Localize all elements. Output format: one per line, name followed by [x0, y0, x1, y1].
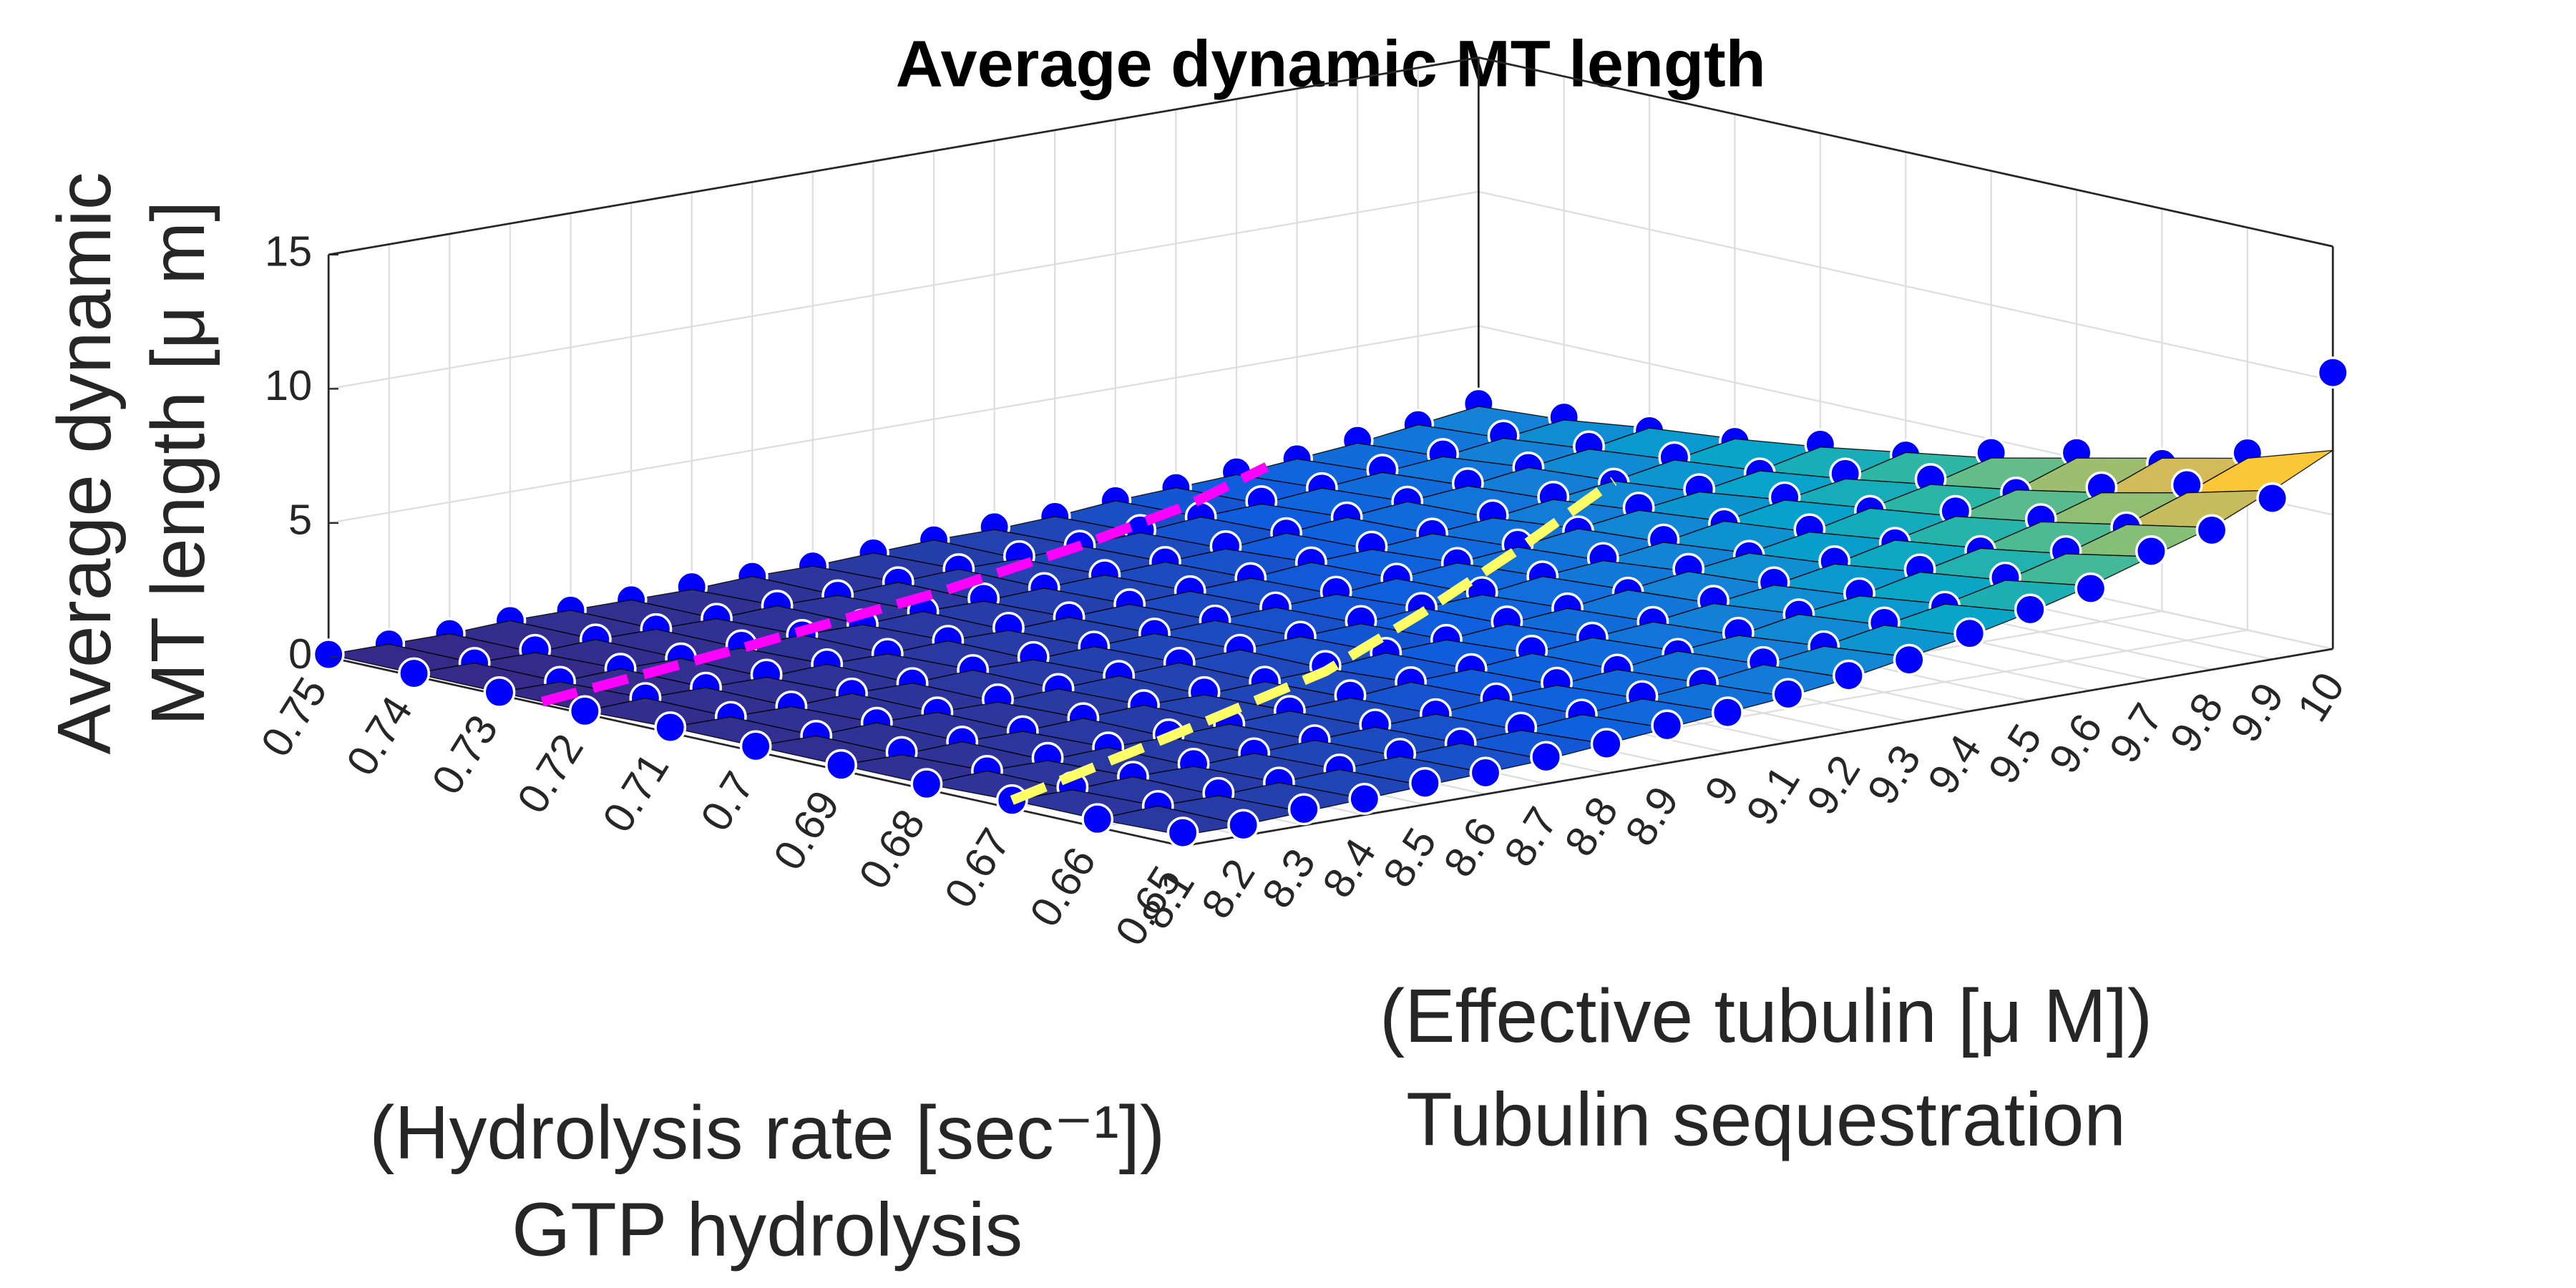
data-layer: [312, 356, 2349, 849]
data-point: [483, 676, 516, 708]
x-tick-label: 0.69: [764, 782, 849, 878]
box-edge: [1478, 57, 2333, 248]
grid-line: [328, 190, 1479, 390]
chart-title: Average dynamic MT length: [896, 28, 1766, 101]
data-point: [568, 695, 601, 728]
data-point: [2014, 593, 2046, 626]
data-point: [910, 768, 943, 801]
data-point: [1166, 816, 1199, 849]
x-tick-label: 0.71: [593, 744, 678, 840]
data-point: [1953, 617, 1986, 650]
data-point: [1348, 783, 1381, 815]
data-point: [2135, 535, 2167, 567]
data-point: [1651, 709, 1684, 742]
z-axis-label: MT length [μ m]: [136, 201, 220, 726]
data-point: [1469, 756, 1502, 789]
data-point: [739, 730, 772, 763]
y-axis-label: (Effective tubulin [μ M]): [1380, 974, 2152, 1058]
x-tick-label: 0.74: [337, 688, 421, 784]
z-tick-label: 5: [288, 496, 312, 544]
x-tick-label: 0.75: [251, 669, 336, 765]
data-point: [312, 638, 345, 671]
data-point: [1081, 803, 1114, 836]
x-tick-label: 0.66: [1020, 839, 1105, 935]
z-tick-label: 15: [265, 228, 312, 275]
data-point: [2074, 572, 2107, 605]
data-point: [1893, 643, 1926, 676]
data-point: [2256, 482, 2289, 514]
data-point: [825, 748, 857, 781]
x-tick-label: 0.72: [508, 726, 592, 821]
z-tick-label: 0: [288, 630, 312, 678]
data-point: [1833, 659, 1865, 692]
data-point: [2316, 356, 2349, 389]
x-axis-label: (Hydrolysis rate [sec⁻¹]): [369, 1091, 1165, 1175]
data-point: [1287, 793, 1320, 826]
y-tick-label: 10: [2288, 664, 2353, 730]
grid-line: [328, 325, 1479, 524]
y-tick-label: 9.9: [2221, 674, 2293, 750]
x-tick-label: 0.67: [935, 820, 1020, 916]
data-point: [1530, 741, 1562, 774]
z-axis-label: Average dynamic: [42, 172, 127, 754]
dashed-line: [540, 462, 1269, 707]
surface-patch: [1097, 805, 1244, 836]
data-point: [1227, 809, 1260, 841]
dashed-line: [1010, 477, 1617, 805]
data-point: [1590, 728, 1623, 761]
x-tick-label: 0.7: [691, 763, 763, 839]
data-point: [1772, 678, 1805, 711]
x-axis-label: GTP hydrolysis: [512, 1187, 1023, 1272]
y-axis-label: Tubulin sequestration: [1406, 1078, 2126, 1162]
box-edge: [1182, 648, 2333, 847]
data-point: [1711, 696, 1744, 729]
data-point: [1409, 767, 1441, 799]
data-point: [398, 657, 430, 690]
x-tick-label: 0.73: [422, 707, 507, 803]
box-edge: [328, 56, 1479, 256]
x-tick-label: 0.68: [849, 801, 934, 897]
data-point: [654, 711, 687, 743]
y-tick-label: 8.9: [1616, 778, 1688, 854]
data-point: [2195, 514, 2228, 547]
z-tick-label: 10: [265, 361, 312, 409]
